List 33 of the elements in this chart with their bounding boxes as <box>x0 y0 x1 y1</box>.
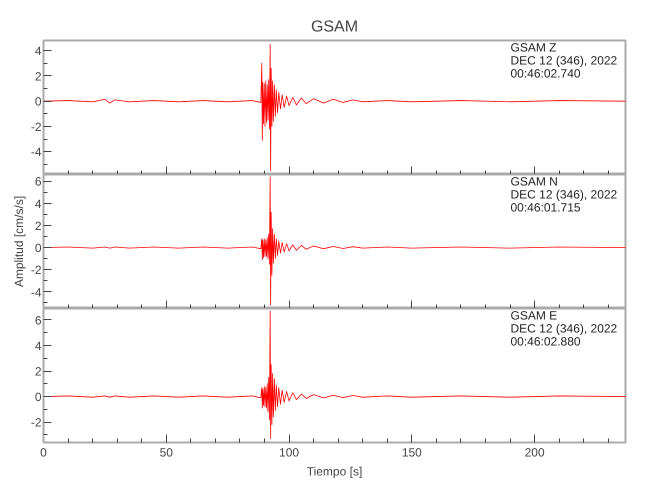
annotation: DEC 12 (346), 2022 <box>510 322 618 336</box>
x-tick-label: 100 <box>279 446 300 460</box>
y-tick-label: 6 <box>34 174 42 189</box>
y-tick-label: 6 <box>34 313 42 328</box>
y-tick-label: 2 <box>34 218 42 233</box>
y-tick-label: 2 <box>34 69 42 84</box>
y-tick-label: -2 <box>30 120 42 134</box>
y-tick-label: -2 <box>30 263 42 278</box>
x-tick-label: 200 <box>524 446 545 460</box>
y-tick-label: 4 <box>34 44 42 58</box>
y-tick-label: 0 <box>34 390 42 404</box>
x-tick-label: 50 <box>160 446 174 460</box>
chart-title: GSAM <box>310 18 358 36</box>
y-axis-title: Amplitud [cm/s/s] <box>12 196 26 288</box>
annotation: DEC 12 (346), 2022 <box>510 54 618 68</box>
line-series <box>44 44 626 172</box>
y-tick-label: -4 <box>30 285 42 300</box>
y-tick-label: 2 <box>34 364 42 379</box>
annotation: 00:46:02.880 <box>510 334 581 348</box>
y-tick-label: 4 <box>34 339 42 354</box>
annotation: GSAM N <box>510 174 558 188</box>
annotation: GSAM E <box>510 308 558 322</box>
x-axis-title: Tiempo [s] <box>306 464 362 478</box>
annotation: 00:46:01.715 <box>510 200 581 214</box>
annotation: DEC 12 (346), 2022 <box>510 188 618 202</box>
x-tick-label: 150 <box>402 446 422 460</box>
annotation: 00:46:02.740 <box>510 66 581 80</box>
y-tick-label: 0 <box>34 241 42 256</box>
y-tick-label: 0 <box>34 94 42 109</box>
annotation: GSAM Z <box>510 40 557 54</box>
y-tick-label: 4 <box>34 196 42 211</box>
y-tick-label: -2 <box>30 416 42 430</box>
y-tick-label: -4 <box>30 145 42 160</box>
